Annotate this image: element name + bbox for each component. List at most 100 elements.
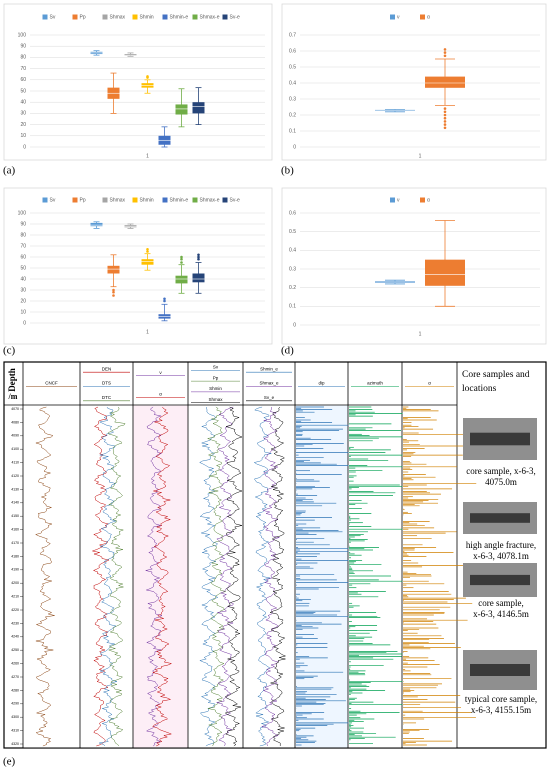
depth-tick-label: 4150 [11, 514, 19, 518]
outlier [112, 290, 115, 294]
y-tick-label: 0.5 [289, 64, 296, 70]
legend-label: Sv-e [230, 14, 241, 20]
track-bg [23, 405, 80, 748]
legend-swatch [42, 14, 48, 20]
legend-swatch [162, 197, 168, 203]
legend-swatch [420, 14, 425, 20]
log-curve [91, 406, 110, 747]
y-tick-label: 100 [18, 32, 27, 38]
box [90, 222, 103, 227]
y-tick-label: 0 [293, 322, 296, 328]
outlier [443, 110, 447, 114]
log-curve [199, 406, 219, 747]
y-tick-label: 80 [20, 232, 26, 238]
track-label: azimuth [367, 381, 383, 386]
y-tick-label: 0.7 [289, 32, 296, 38]
track-label: Shmax_e [259, 381, 279, 386]
y-tick-label: 0.6 [289, 48, 296, 54]
y-tick-label: 10 [20, 309, 26, 315]
legend-swatch [102, 197, 108, 203]
outlier [112, 294, 115, 297]
outlier [180, 255, 183, 259]
box [141, 259, 154, 265]
depth-tick-label: 4250 [11, 648, 19, 652]
box [425, 76, 465, 88]
legend-label: Sv [50, 197, 56, 203]
legend-swatch [222, 14, 228, 20]
depth-tick-label: 4130 [11, 487, 19, 491]
legend-label: Shmax-e [200, 197, 220, 203]
legend-swatch [222, 197, 228, 203]
depth-title: Depth [7, 368, 17, 392]
y-tick-label: 70 [20, 66, 26, 72]
box [192, 102, 205, 114]
core-photo-detail [470, 432, 530, 446]
core-title: Core samples and [462, 370, 530, 380]
outlier [197, 257, 200, 261]
y-tick-label: 0 [23, 320, 26, 326]
y-tick-label: 0 [23, 144, 26, 150]
depth-tick-label: 4270 [11, 675, 19, 679]
track-label: Shmax [208, 397, 223, 402]
y-tick-label: 0.2 [289, 112, 296, 118]
track-label: Sv [213, 365, 219, 370]
depth-tick-label: 4080 [11, 420, 19, 424]
outlier [443, 48, 447, 51]
legend-label: Shmin-e [170, 197, 189, 203]
depth-tick-label: 4300 [11, 715, 19, 719]
legend-label: ν [397, 197, 400, 203]
log-curve [34, 406, 55, 747]
track-label: DTS [102, 381, 111, 386]
track-label: Pp [213, 375, 219, 380]
box [192, 273, 205, 283]
box [175, 104, 188, 115]
y-tick-label: 90 [20, 44, 26, 50]
legend-label: Shmin [140, 14, 154, 20]
track-bg [295, 405, 348, 748]
legend-swatch [72, 14, 78, 20]
core-caption: core sample, x-6-3, [466, 466, 535, 476]
legend-swatch [132, 197, 138, 203]
y-tick-label: 50 [20, 88, 26, 94]
legend-swatch [390, 197, 395, 203]
log-curve [206, 406, 227, 747]
track-label: ν [159, 370, 162, 375]
y-tick-label: 40 [20, 276, 26, 282]
core-title: locations [462, 384, 497, 394]
track-label: DEN [102, 366, 112, 371]
y-tick-label: 20 [20, 122, 26, 128]
y-tick-label: 60 [20, 254, 26, 260]
y-tick-label: 40 [20, 100, 26, 106]
legend-label: Shmax [110, 14, 126, 20]
y-tick-label: 0.4 [289, 248, 296, 254]
panel-label: (c) [3, 345, 16, 357]
depth-tick-label: 4090 [11, 434, 19, 438]
outlier [443, 126, 447, 130]
depth-tick-label: 4260 [11, 662, 19, 666]
panel-frame [281, 187, 547, 345]
core-caption: core sample, [478, 598, 523, 608]
depth-tick-label: 4070 [11, 407, 19, 411]
core-caption: x-6-3, 4146.5m [473, 609, 529, 619]
depth-tick-label: 4200 [11, 581, 19, 585]
log-curve [145, 406, 163, 747]
panel-label: (a) [3, 165, 16, 177]
legend-swatch [390, 14, 395, 20]
panel-label: (b) [281, 165, 294, 177]
x-tick-label: 1 [146, 153, 149, 159]
core-caption: 4075.0m [485, 477, 517, 487]
legend-swatch [192, 14, 198, 20]
outlier [146, 75, 149, 78]
y-tick-label: 0.5 [289, 229, 296, 235]
panel-label: (e) [3, 756, 16, 768]
panel-frame [281, 3, 547, 161]
legend-label: Sv-e [230, 197, 241, 203]
box [107, 265, 120, 274]
depth-tick-label: 4190 [11, 568, 19, 572]
track-label: Shmin [209, 386, 222, 391]
y-tick-label: 0.1 [289, 128, 296, 134]
box [425, 259, 465, 286]
panel-label: (d) [281, 345, 294, 357]
track-bg [133, 405, 188, 748]
log-curve [107, 406, 126, 747]
